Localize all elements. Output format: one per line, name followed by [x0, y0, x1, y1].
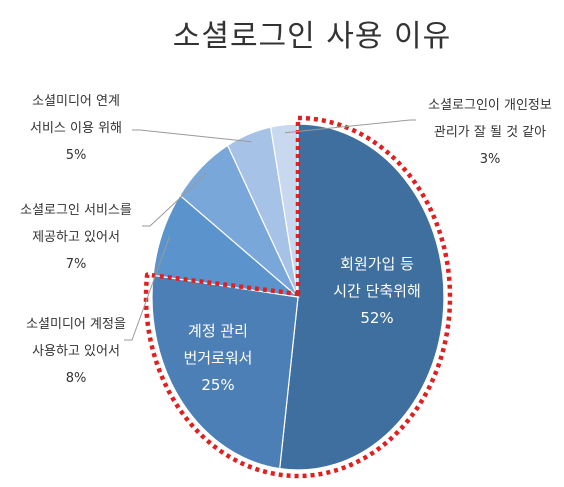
leader-line-5: [132, 129, 252, 143]
slice-label-5: 소셜미디어 연계 서비스 이용 위해: [30, 94, 122, 136]
leader-line-3: [124, 236, 171, 341]
pie-slice-1: [279, 123, 445, 471]
slice-value-4: 7%: [66, 257, 87, 272]
slice-value-5: 5%: [66, 148, 87, 163]
slice-value-6: 3%: [480, 152, 501, 167]
slice-value-2: 25%: [201, 376, 234, 394]
slice-label-4: 소셜로그인 서비스를 제공하고 있어서: [20, 203, 132, 245]
chart-title: 소셜로그인 사용 이유: [173, 19, 451, 54]
slice-label-6: 소셜로그인이 개인정보 관리가 잘 될 것 같아: [428, 98, 552, 140]
highlight-outline: [143, 115, 453, 479]
leader-line-4: [142, 172, 208, 227]
leader-line-6: [284, 119, 416, 134]
slice-value-1: 52%: [360, 309, 393, 327]
slice-label-3: 소셜미디어 계정을 사용하고 있어서: [26, 317, 126, 359]
pie-slice-2: [151, 274, 299, 470]
slice-value-3: 8%: [66, 371, 87, 386]
slice-label-1: 회원가입 등 시간 단축위해: [333, 255, 421, 300]
slice-label-2: 계정 관리 번거로워서: [183, 322, 252, 367]
